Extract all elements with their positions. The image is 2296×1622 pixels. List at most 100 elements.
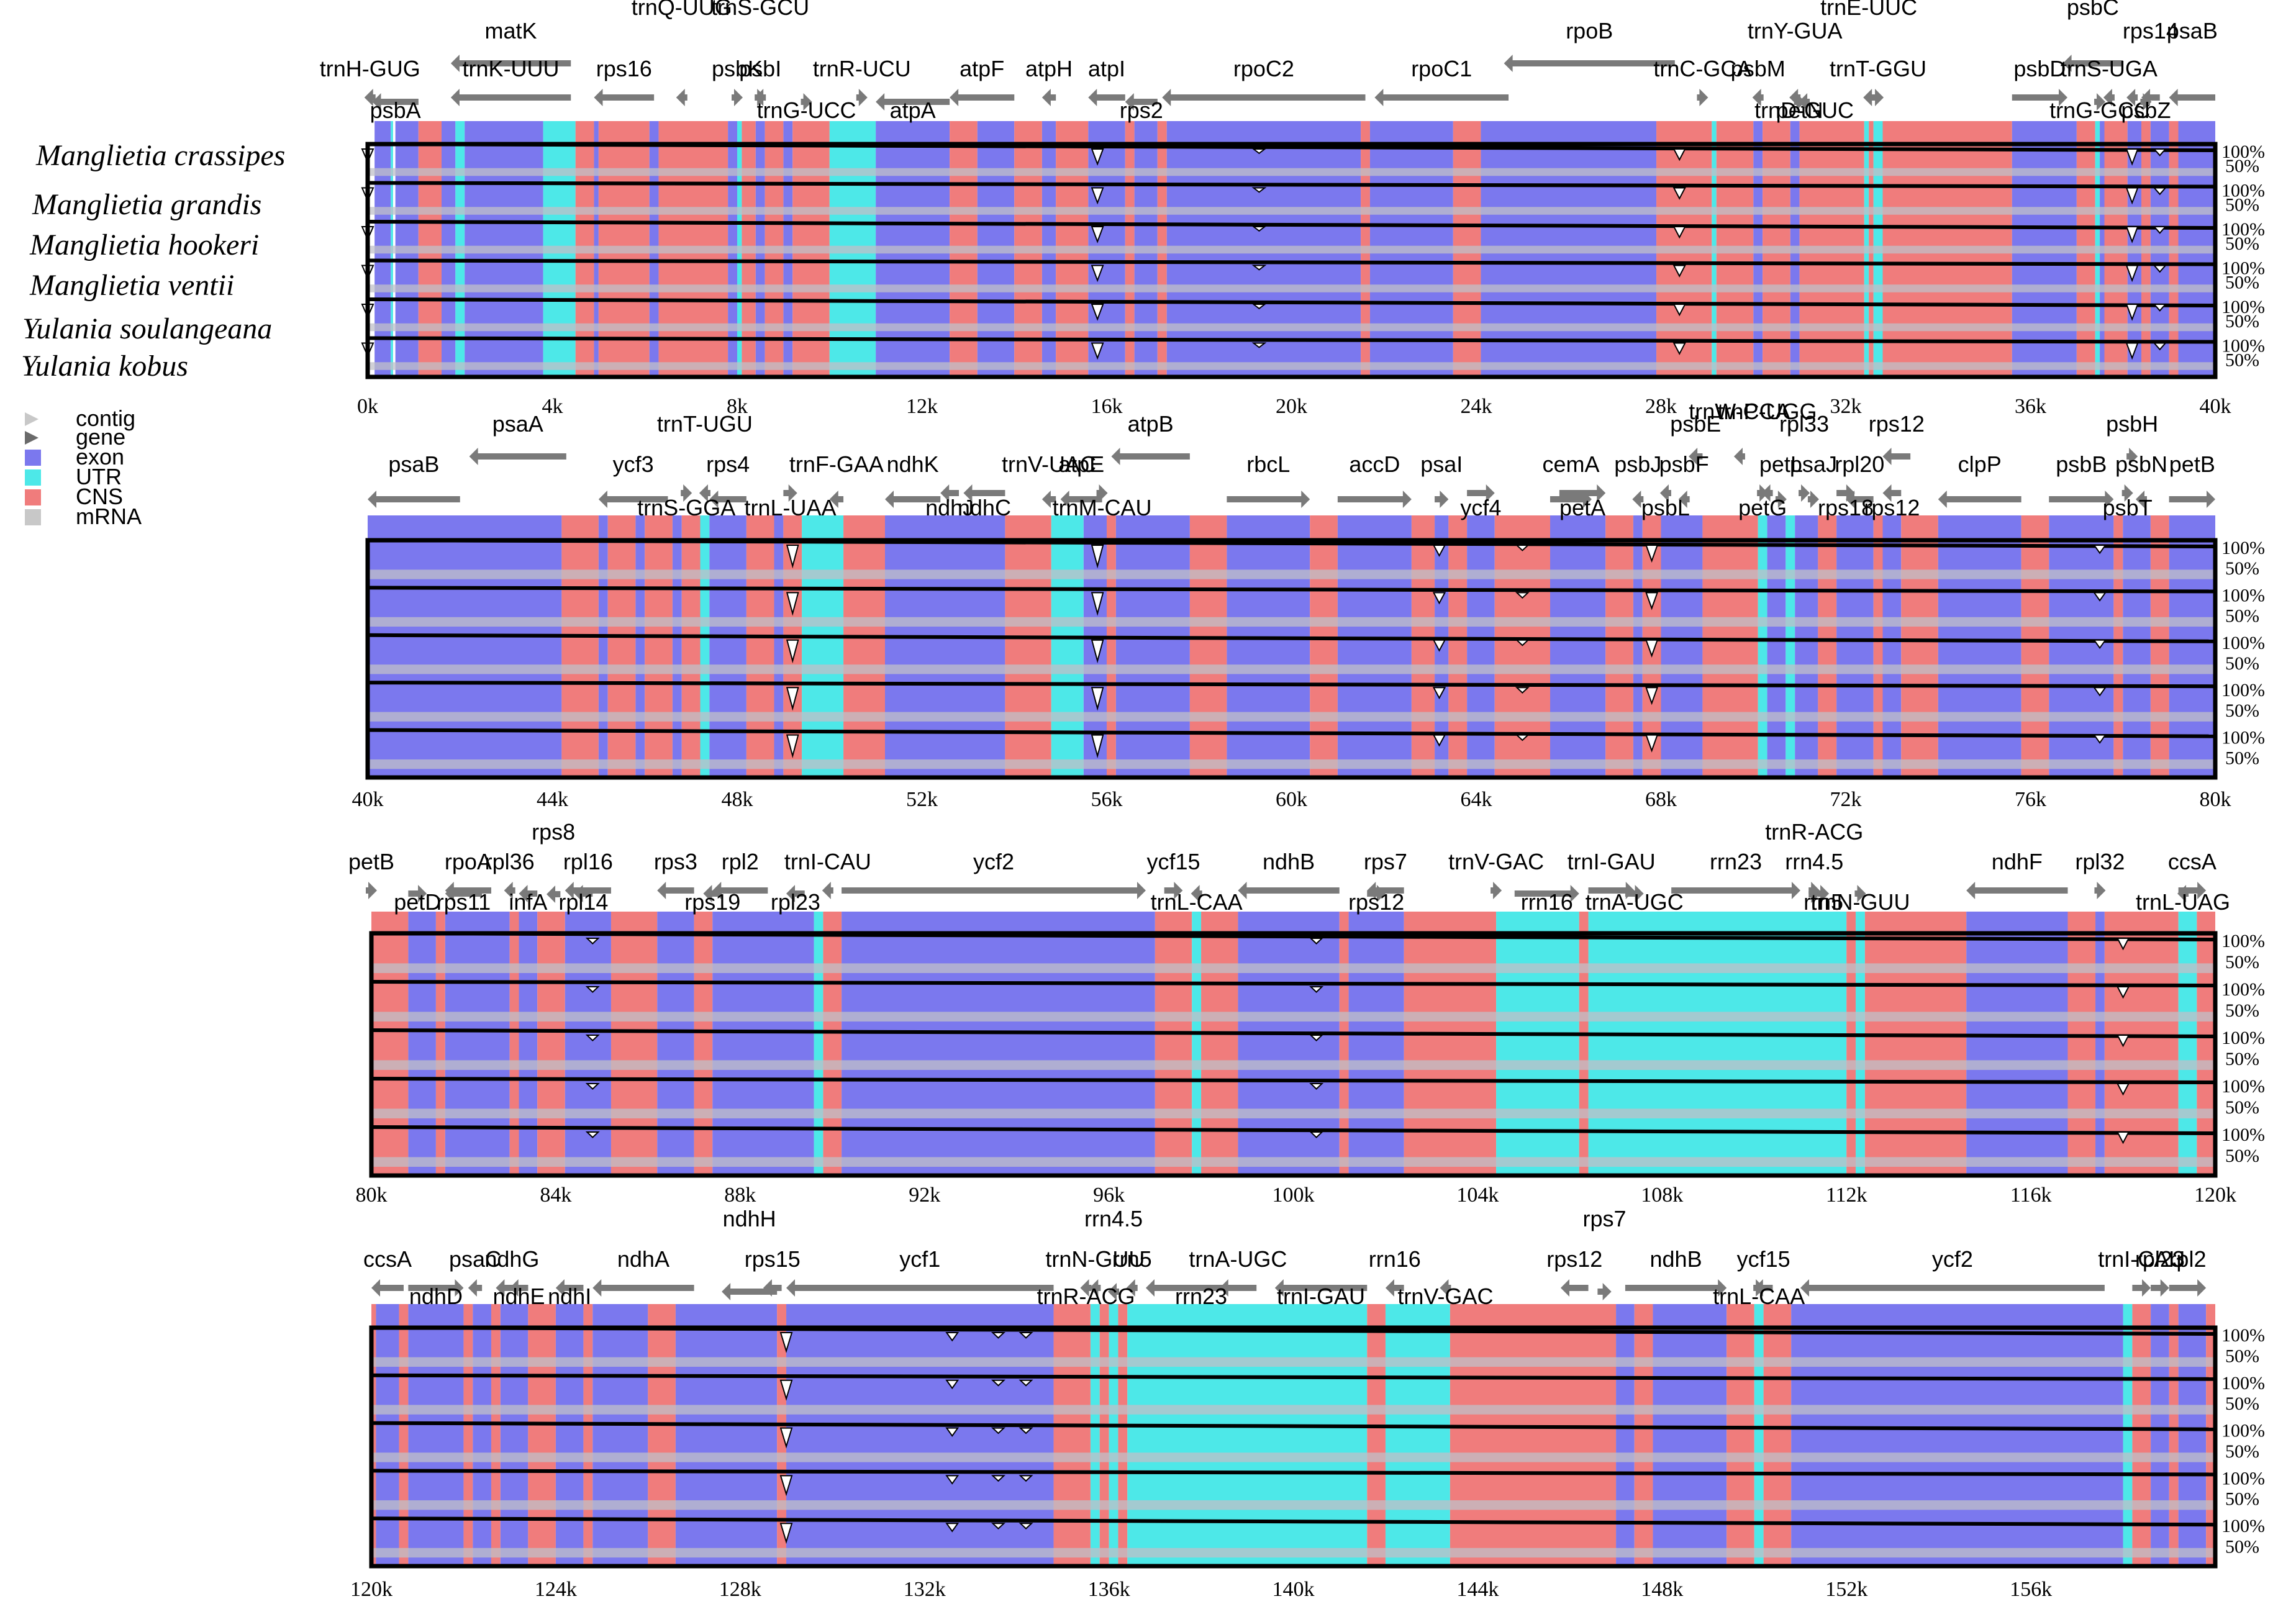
identity-dip <box>945 1332 960 1342</box>
gene-label: psbI <box>739 56 781 81</box>
conservation-block-exon <box>1467 515 1495 777</box>
conservation-block-cns <box>1005 515 1051 777</box>
gene-arrow-icon <box>592 1279 694 1297</box>
identity-dip <box>1645 734 1659 753</box>
gene-arrow-icon <box>1671 882 1800 899</box>
gene-arrow-icon <box>445 885 483 902</box>
gene-label: trnI-CAU <box>784 849 871 874</box>
gene-label: trnL-CAA <box>1713 1284 1805 1309</box>
gene-label: rrn4.5 <box>1084 1206 1143 1231</box>
conservation-block-cns <box>1310 515 1338 777</box>
conservation-block-cns <box>1411 515 1435 777</box>
gene-label: trnG-UCC <box>757 97 856 123</box>
gene-arrow-icon <box>2169 1279 2207 1297</box>
gene-label: psaA <box>492 411 543 437</box>
conservation-block-cns <box>1053 1304 1091 1566</box>
gene-arrow-icon <box>1625 1279 1727 1297</box>
legend-label-contig: contig <box>76 406 135 431</box>
gene-label: petG <box>1738 495 1787 520</box>
contig-band <box>368 712 2215 722</box>
gene-label: rpl14 <box>558 889 608 915</box>
identity-label-100: 100% <box>2221 258 2265 279</box>
gene-arrow-icon <box>450 89 571 106</box>
identity-dip <box>1515 734 1530 741</box>
identity-dip <box>1251 265 1267 271</box>
gene-label: rpoC2 <box>1233 56 1294 81</box>
gene-label: trnA-UGC <box>1586 889 1684 915</box>
identity-dip <box>945 1475 960 1485</box>
gene-arrow-icon <box>372 93 419 111</box>
gene-arrow-icon <box>732 89 743 106</box>
identity-dip <box>991 1332 1005 1339</box>
gene-arrow-icon <box>1882 448 1911 465</box>
gene-label: rps12 <box>1869 411 1925 437</box>
gene-arrow-icon <box>842 882 1146 899</box>
identity-dip <box>2153 226 2167 234</box>
identity-dip <box>1251 342 1267 348</box>
legend-label-exon: exon <box>76 444 124 469</box>
identity-dip <box>2093 734 2107 744</box>
gene-arrow-icon <box>2140 93 2152 111</box>
contig-band <box>371 1547 2215 1558</box>
gene-arrow-icon <box>1799 484 1810 502</box>
conservation-block-exon <box>408 1304 464 1566</box>
gene-label: atpI <box>1088 56 1125 81</box>
axis-tick-label: 92k <box>909 1184 940 1207</box>
gene-label: trnI-CAU <box>2098 1246 2185 1272</box>
gene-arrow-icon <box>547 886 561 903</box>
gene-label: atpE <box>1058 451 1104 477</box>
identity-dip <box>786 639 799 664</box>
conservation-block-utr <box>1192 912 1202 1176</box>
identity-dip <box>786 734 799 759</box>
identity-dip <box>1091 342 1104 360</box>
conservation-block-exon <box>635 515 645 777</box>
identity-dip <box>1515 687 1530 694</box>
conservation-block-exon <box>1791 1304 2123 1566</box>
gene-label: rrn23 <box>1175 1284 1227 1309</box>
gene-arrow-icon <box>1588 882 1635 899</box>
identity-dip <box>2125 226 2139 243</box>
conservation-block-exon <box>445 912 510 1176</box>
gene-arrow-icon <box>1504 55 1675 72</box>
axis-tick-label: 28k <box>1645 395 1677 418</box>
gene-label: ndhI <box>548 1284 591 1309</box>
identity-label-50: 50% <box>2225 1536 2259 1557</box>
identity-label-50: 50% <box>2225 748 2259 769</box>
identity-dip <box>1309 1083 1324 1090</box>
gene-arrow-icon <box>822 882 833 899</box>
gene-label: petB <box>2169 451 2215 477</box>
conservation-block-exon <box>500 1304 529 1566</box>
identity-label-50: 50% <box>2225 1489 2259 1510</box>
identity-dip <box>2116 1131 2130 1144</box>
identity-dip <box>945 1523 960 1533</box>
conservation-block-utr <box>1856 912 1865 1176</box>
gene-label: atpA <box>890 97 936 123</box>
gene-arrow-icon <box>885 491 941 508</box>
identity-label-50: 50% <box>2225 700 2259 721</box>
gene-label: psbJ <box>1614 451 1661 477</box>
gene-label: cemA <box>1542 451 1599 477</box>
contig-band <box>371 1012 2215 1022</box>
gene-arrow-icon <box>783 484 797 502</box>
conservation-block-cns <box>843 515 885 777</box>
axis-tick-label: 20k <box>1276 395 1307 418</box>
identity-label-50: 50% <box>2225 1097 2259 1118</box>
identity-dip <box>945 1379 960 1390</box>
gene-arrow-icon <box>1238 882 1340 899</box>
gene-label: trnL-UAA <box>745 495 837 520</box>
track-separator <box>367 258 2216 266</box>
conservation-block-exon <box>2123 515 2151 777</box>
identity-label-50: 50% <box>2225 1049 2259 1069</box>
gene-arrow-icon <box>469 448 566 465</box>
gene-label: psbB <box>2056 451 2107 477</box>
identity-dip <box>2093 639 2107 650</box>
gene-arrow-icon <box>519 885 538 902</box>
identity-dip <box>2116 1035 2130 1048</box>
track-separator <box>367 633 2216 643</box>
gene-label: trnR-UCU <box>813 56 911 81</box>
contig-band <box>368 617 2215 627</box>
legend-label-cns: CNS <box>76 484 123 509</box>
gene-arrow-icon <box>1752 89 1764 106</box>
gene-arrow-icon <box>1080 1279 1092 1297</box>
gene-arrow-icon <box>555 1279 584 1297</box>
